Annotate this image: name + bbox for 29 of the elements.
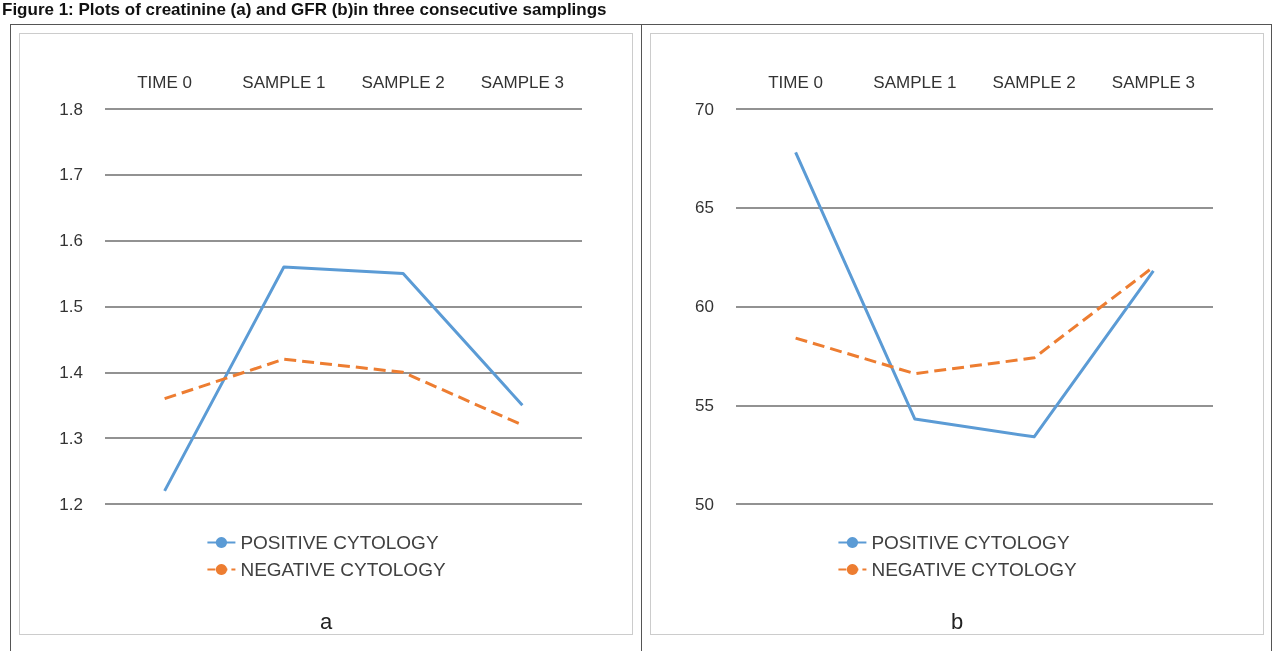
y-tick-label: 55 [695, 395, 714, 415]
legend-label: POSITIVE CYTOLOGY [240, 532, 439, 553]
y-tick-label: 1.5 [59, 297, 83, 316]
y-tick-label: 50 [695, 494, 714, 514]
y-tick-label: 1.6 [59, 231, 83, 251]
line-series [163, 265, 524, 493]
y-tick-label: 65 [695, 198, 714, 218]
x-tick-label: TIME 0 [768, 73, 824, 92]
line-series [794, 150, 1155, 439]
x-tick-label: TIME 0 [137, 73, 193, 92]
chart-title: Figure 1: Plots of creatinine (a) and GFR (b)in three consecutive samplings [2, 0, 607, 20]
legend-label: NEGATIVE CYTOLOGY [871, 559, 1077, 580]
x-tick-label: SAMPLE 1 [873, 73, 957, 92]
x-tick-label: SAMPLE 3 [480, 73, 564, 92]
y-tick-label: 60 [695, 297, 714, 316]
x-tick-label: SAMPLE 2 [992, 73, 1076, 92]
legend-label: POSITIVE CYTOLOGY [871, 532, 1070, 553]
x-tick-label: SAMPLE 1 [242, 73, 326, 92]
text: a [319, 608, 333, 634]
x-tick-label: SAMPLE 3 [1111, 73, 1195, 92]
y-tick-label: 1.7 [59, 165, 83, 185]
y-tick-label: 70 [695, 99, 714, 119]
y-tick-label: 1.4 [59, 362, 83, 382]
legend-label: NEGATIVE CYTOLOGY [240, 559, 446, 580]
text: b [950, 608, 964, 634]
x-tick-label: SAMPLE 2 [361, 73, 445, 92]
y-tick-label: 1.2 [59, 494, 83, 514]
y-tick-label: 1.8 [59, 99, 83, 119]
y-tick-label: 1.3 [59, 428, 83, 448]
